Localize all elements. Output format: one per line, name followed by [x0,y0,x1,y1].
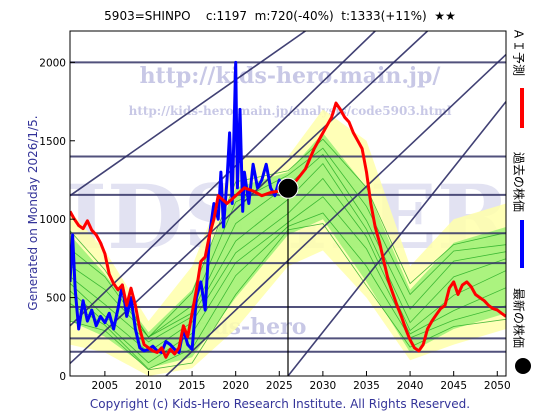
legend-dot-icon [515,358,531,374]
x-tick-label: 2045 [440,380,467,392]
latest-point-marker [277,177,299,199]
legend-label-past: 過去の株価 [511,151,526,213]
y-tick-label: 500 [46,293,66,305]
plot-frame [69,30,507,377]
y-tick-label: 2000 [39,57,66,69]
x-tick-label: 2050 [484,380,511,392]
x-tick-label: 2040 [397,380,424,392]
legend-swatch-past [520,220,524,268]
trend-line [287,101,506,376]
x-tick-label: 2005 [92,380,119,392]
series-ai-prediction [70,101,506,359]
y-tick-label: 0 [59,371,66,383]
y-tick-label: 1500 [39,136,66,148]
x-tick-label: 2025 [266,380,293,392]
watermark-url-top: http://kids-hero.main.jp/ [140,63,442,89]
chart-title: 5903=SHINPO c:1197 m:720(-40%) t:1333(+1… [104,9,456,23]
legend-label-latest: 最新の株価 [511,287,526,349]
legend-label-ai: ＡＩ予測 [511,27,526,77]
x-tick-label: 2020 [222,380,249,392]
x-tick-label: 2030 [310,380,337,392]
watermark-url-analysis: http://kids-hero.main.jp/analysis/code59… [129,104,452,118]
x-tick-label: 2015 [179,380,206,392]
series-past-price [70,60,290,354]
generated-date-text: Generated on Monday 2026/1/5. [26,115,40,311]
legend-swatch-ai [520,88,524,128]
copyright-footer: Copyright (c) Kids-Hero Research Institu… [89,397,471,411]
trend-line [70,31,306,197]
x-tick-label: 2010 [135,380,162,392]
x-tick-label: 2035 [353,380,380,392]
trend-line [165,53,506,376]
y-tick-label: 1000 [39,214,66,226]
plot-layer: http://kids-hero.main.jp/http://kids-her… [70,31,506,376]
